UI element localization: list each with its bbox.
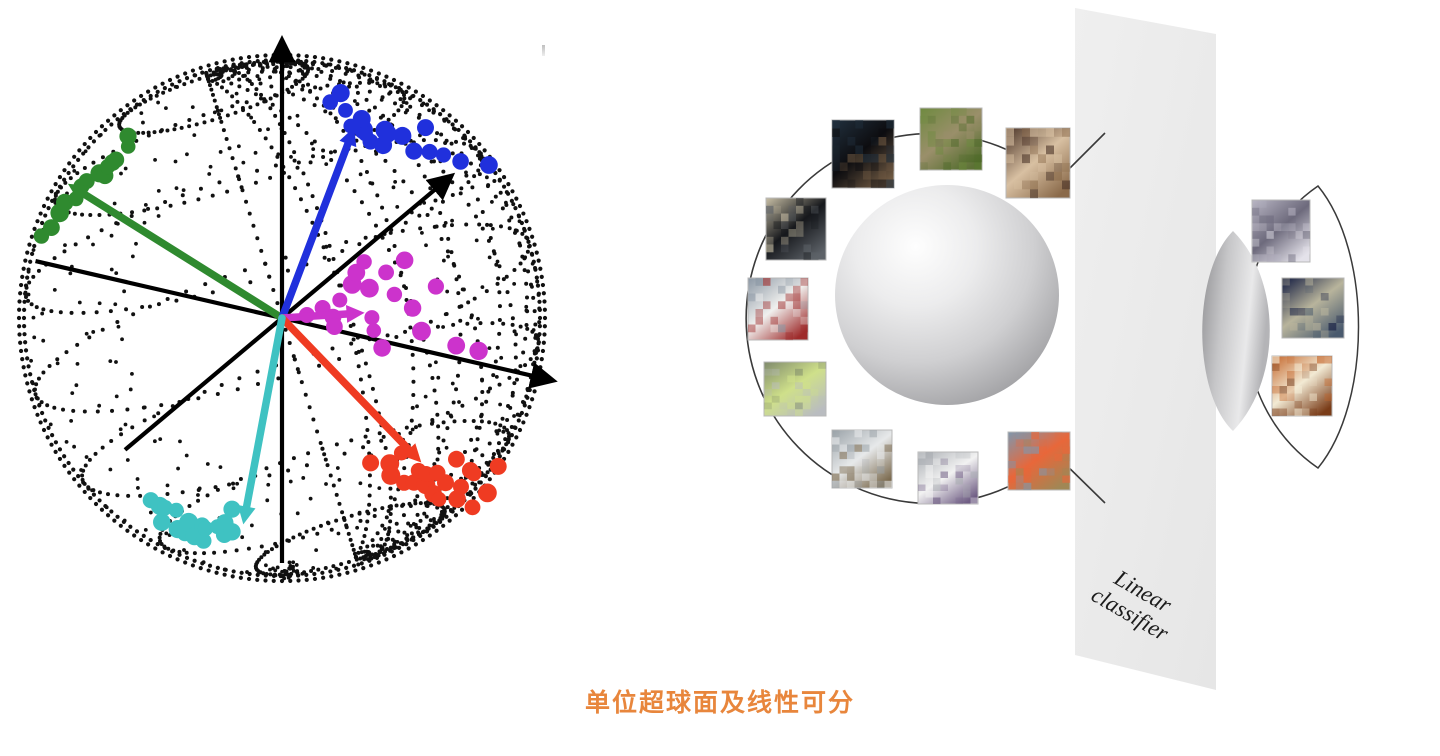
separated-region-lens [1245, 184, 1360, 470]
data-point [405, 142, 423, 160]
thumb-car-black-sports [765, 197, 827, 261]
thumb-dog-black [831, 119, 895, 189]
data-point [223, 500, 241, 518]
stray-mark-artifact [542, 45, 545, 56]
axis-diagonal-upright [280, 172, 456, 320]
data-point [352, 110, 371, 128]
data-point [195, 533, 212, 549]
thumb-plane-jet-grey [917, 451, 979, 505]
data-point [489, 457, 507, 475]
thumb-cat-orange [1271, 355, 1333, 417]
mean-red-head [402, 443, 422, 463]
data-point [78, 173, 95, 190]
data-point [332, 292, 348, 308]
axis-horizontal-right [281, 315, 558, 389]
data-point [427, 278, 444, 295]
data-point [378, 264, 394, 281]
thumb-cat-tabby-dark [1281, 277, 1345, 339]
data-point [437, 474, 454, 492]
data-point [326, 318, 343, 335]
mean-red-shaft [278, 314, 413, 454]
data-point [364, 310, 380, 326]
data-point [107, 151, 125, 168]
data-point [360, 278, 379, 298]
data-point [453, 478, 469, 495]
thumb-plane-prop [831, 429, 893, 489]
data-point [478, 483, 497, 503]
thumb-dog-terrier [919, 107, 983, 171]
data-point [168, 502, 184, 518]
data-point [356, 254, 372, 270]
data-point [362, 454, 380, 472]
data-point [179, 512, 199, 532]
data-point [393, 126, 412, 145]
data-point [157, 499, 173, 516]
axis-horizontal-left [35, 259, 283, 321]
data-point [417, 119, 434, 137]
mean-blue-head [339, 127, 357, 148]
data-point [480, 156, 498, 174]
thumb-cat-grey-fluffy [1251, 199, 1311, 263]
data-point [373, 339, 391, 357]
spherical-cap [1202, 231, 1270, 431]
feature-sphere [835, 185, 1059, 405]
axis-diagonal-downleft [123, 316, 284, 452]
main-thumbnail-group [747, 107, 1071, 505]
data-point [448, 450, 465, 468]
mean-cyan-head [237, 505, 256, 525]
data-point [469, 341, 488, 361]
mean-green-head [67, 183, 88, 201]
data-point [403, 299, 422, 317]
data-point [153, 513, 171, 531]
data-point [447, 336, 466, 355]
mean-blue-shaft [278, 140, 352, 322]
classifier-plane [1075, 8, 1216, 690]
data-point [395, 251, 414, 270]
cluster-class-blue [322, 84, 498, 174]
data-point [366, 323, 382, 338]
mean-magenta-shaft [278, 310, 351, 322]
sphere-wireframe-mesh [16, 52, 548, 584]
cluster-class-cyan [142, 492, 241, 549]
data-point [338, 103, 353, 118]
data-point [381, 465, 401, 485]
thumb-plane-orange [1007, 431, 1071, 491]
data-point [378, 124, 397, 143]
data-point [435, 147, 452, 163]
mean-magenta-head [346, 305, 365, 323]
data-point [197, 520, 214, 537]
data-point [43, 219, 60, 237]
cluster-class-red [362, 445, 507, 516]
separated-thumbnail-group [1251, 199, 1345, 417]
thumb-car-green-smart [763, 361, 827, 417]
class-clusters [33, 84, 507, 549]
data-point [452, 153, 469, 170]
mean-cyan-shaft [242, 314, 286, 511]
data-point [331, 84, 350, 103]
data-point [412, 321, 431, 341]
class-mean-arrows [67, 127, 422, 525]
slide-caption: 单位超球面及线性可分 [584, 688, 855, 717]
cluster-class-green [33, 127, 137, 244]
data-point [223, 523, 241, 541]
data-point [464, 499, 481, 516]
thumb-dog-jackrussell [1005, 127, 1071, 199]
data-point [421, 143, 438, 160]
data-point [119, 127, 137, 145]
mean-green-shaft [79, 189, 286, 322]
data-point [386, 286, 403, 303]
data-point [431, 491, 447, 507]
data-point [466, 465, 482, 482]
thumb-car-white-sedan [747, 277, 809, 341]
coordinate-axes [35, 35, 558, 563]
